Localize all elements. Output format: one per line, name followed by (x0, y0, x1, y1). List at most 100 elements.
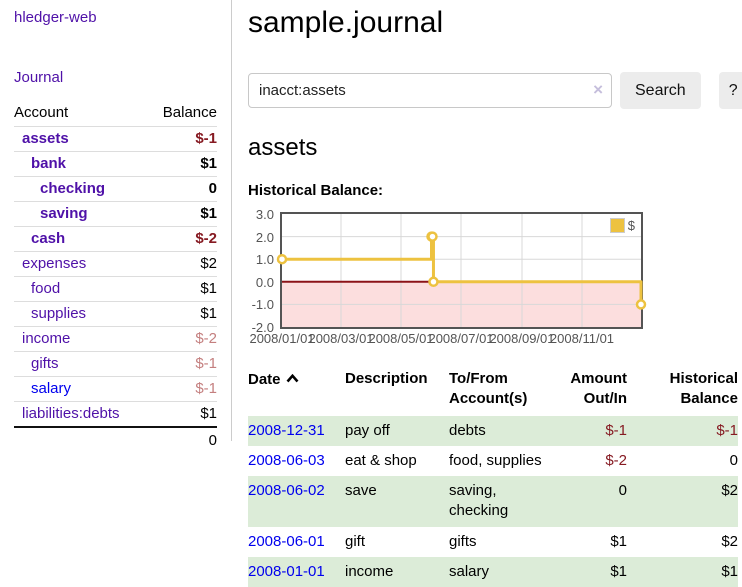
account-row: income $-2 (14, 326, 217, 351)
account-row: bank $1 (14, 151, 217, 176)
transaction-description: pay off (345, 421, 390, 439)
account-row: supplies $1 (14, 301, 217, 326)
help-button[interactable]: ? (718, 72, 742, 109)
register-row: 2008-06-01 gift gifts $1 $2 (248, 527, 738, 557)
transaction-balance: $2 (721, 532, 738, 550)
account-link-expenses[interactable]: expenses (22, 255, 87, 272)
account-heading: assets (248, 134, 318, 161)
account-row: liabilities:debts $1 (14, 401, 217, 426)
account-balance: 0 (208, 180, 217, 197)
account-link-checking[interactable]: checking (40, 180, 106, 197)
search-input-wrap: × (248, 73, 612, 108)
sidebar: hledger-web Journal Account Balance asse… (0, 0, 232, 449)
transaction-accounts: saving, checking (449, 482, 509, 520)
x-tick-label: 2008/03/01 (308, 331, 374, 346)
transaction-date-link[interactable]: 2008-06-03 (248, 451, 325, 469)
account-link-assets[interactable]: assets (22, 130, 69, 147)
account-link-salary[interactable]: salary (31, 380, 72, 397)
account-link-saving[interactable]: saving (40, 205, 88, 222)
accounts-total: 0 (14, 426, 217, 453)
y-tick-label: 1.0 (255, 252, 274, 268)
account-balance: $-1 (195, 380, 217, 397)
sidebar-item-journal[interactable]: Journal (14, 69, 64, 86)
register-header-amount: Amount Out/In (570, 370, 627, 408)
account-row: salary $-1 (14, 376, 217, 401)
y-tick-label: 2.0 (255, 229, 274, 245)
account-balance: $1 (200, 280, 217, 297)
account-link-liabilities-debts[interactable]: liabilities:debts (22, 405, 120, 422)
chart-plot-area: $ (276, 212, 647, 329)
legend-label: $ (627, 218, 635, 233)
accounts-table-header: Account Balance (14, 98, 217, 126)
x-tick-label: 2008/01/01 (249, 331, 315, 346)
y-tick-label: 3.0 (255, 207, 274, 222)
account-row: gifts $-1 (14, 351, 217, 376)
transaction-balance: 0 (729, 451, 738, 469)
search-button[interactable]: Search (620, 72, 701, 109)
account-balance: $-2 (195, 230, 217, 247)
x-tick-label: 2008/05/01 (368, 331, 434, 346)
account-balance: $1 (200, 205, 217, 222)
transaction-description: eat & shop (345, 451, 417, 469)
account-row: assets $-1 (14, 126, 217, 151)
app-brand-link[interactable]: hledger-web (14, 9, 97, 26)
clear-search-icon[interactable]: × (593, 80, 603, 99)
transaction-date-link[interactable]: 2008-01-01 (248, 562, 325, 580)
transaction-amount: $1 (610, 562, 627, 580)
account-row: saving $1 (14, 201, 217, 226)
account-link-cash[interactable]: cash (31, 230, 66, 247)
transaction-amount: $1 (610, 532, 627, 550)
register-header-balance: Historical Balance (669, 370, 738, 408)
historical-balance-chart: 3.0 2.0 1.0 0.0 -1.0 -2.0 $ 2008/01/01 2008/03… (248, 207, 728, 346)
search-input[interactable] (248, 73, 612, 108)
x-tick-label: 2008/07/01 (428, 331, 494, 346)
transaction-balance: $1 (721, 562, 738, 580)
chart-svg (276, 214, 647, 327)
account-link-supplies[interactable]: supplies (31, 305, 87, 322)
account-link-gifts[interactable]: gifts (31, 355, 59, 372)
y-tick-label: 0.0 (255, 274, 274, 290)
transaction-description: income (345, 562, 394, 580)
transaction-description: gift (345, 532, 366, 550)
main-content: sample.journal × Search ? assets Histori… (232, 0, 742, 587)
y-tick-label: -1.0 (251, 297, 274, 313)
account-row: cash $-2 (14, 226, 217, 251)
chart-heading: Historical Balance: (248, 182, 384, 199)
account-link-food[interactable]: food (31, 280, 61, 297)
account-row: checking 0 (14, 176, 217, 201)
account-balance: $-1 (195, 130, 217, 147)
account-balance: $1 (200, 405, 217, 422)
register-header-date[interactable]: Date (248, 367, 345, 416)
transaction-date-link[interactable]: 2008-06-02 (248, 482, 325, 499)
register-header-accounts: To/From Account(s) (449, 370, 528, 408)
transaction-amount: 0 (618, 482, 627, 499)
register-table: Date Description To/From Account(s) Amou… (248, 367, 738, 587)
sort-ascending-icon (286, 369, 299, 389)
transaction-amount: $-2 (605, 451, 627, 469)
account-balance: $1 (200, 305, 217, 322)
transaction-date-link[interactable]: 2008-06-01 (248, 532, 325, 550)
transaction-description: save (345, 482, 377, 499)
register-row: 2008-01-01 income salary $1 $1 (248, 556, 738, 587)
account-balance: $1 (200, 155, 217, 172)
account-balance: $2 (200, 255, 217, 272)
transaction-accounts: food, supplies (449, 451, 542, 469)
register-row: 2008-12-31 pay off debts $-1 $-1 (248, 415, 738, 446)
transaction-balance: $2 (721, 482, 738, 499)
account-balance: $-1 (195, 355, 217, 372)
x-tick-label: 2008/11/01 (549, 331, 615, 346)
y-tick-label: -2.0 (251, 320, 274, 335)
account-row: food $1 (14, 276, 217, 301)
account-balance: $-2 (195, 330, 217, 347)
chart-legend: $ (607, 217, 637, 234)
transaction-date-link[interactable]: 2008-12-31 (248, 421, 325, 439)
transaction-amount: $-1 (605, 421, 627, 439)
page-title: sample.journal (248, 6, 444, 39)
x-tick-label: 2008/09/01 (489, 331, 555, 346)
account-link-income[interactable]: income (22, 330, 71, 347)
transaction-balance: $-1 (716, 421, 738, 439)
account-link-bank[interactable]: bank (31, 155, 67, 172)
accounts-panel: Account Balance assets $-1 bank $1 check… (14, 98, 217, 453)
transaction-accounts: salary (449, 562, 490, 580)
account-row: expenses $2 (14, 251, 217, 276)
